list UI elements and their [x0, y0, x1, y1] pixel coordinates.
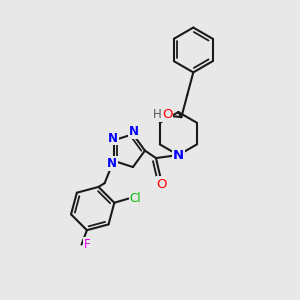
Text: N: N: [107, 157, 117, 170]
Text: F: F: [84, 238, 91, 251]
Text: O: O: [157, 178, 167, 190]
Text: Cl: Cl: [130, 192, 141, 205]
Text: N: N: [173, 148, 184, 162]
Text: N: N: [108, 131, 118, 145]
Text: N: N: [129, 125, 139, 138]
Text: O: O: [162, 108, 172, 121]
Text: H: H: [152, 108, 161, 121]
